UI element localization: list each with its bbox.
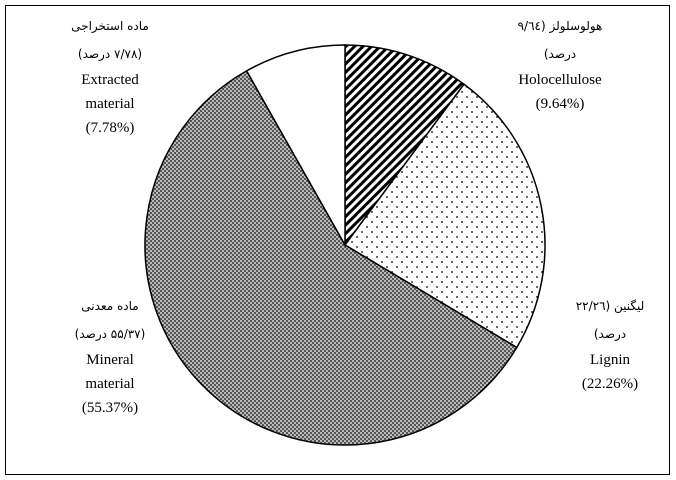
category-label: Extracted material [81, 72, 139, 112]
pie-slice [343, 83, 546, 349]
value-label: (22.26%) [581, 376, 639, 392]
pie-slice [245, 44, 346, 248]
label-fa: ماده استخراجی [71, 19, 149, 33]
category-label: Mineral material [85, 352, 135, 392]
category-label: Lignin [590, 352, 630, 368]
category-label: Holocellulose [518, 72, 602, 88]
label-fa: (۵۵/۳۷ درصد) [74, 327, 146, 341]
label-fa: هولوسلولز (۹/٦٤ [517, 19, 603, 33]
pie-slice [144, 69, 518, 446]
label-fa: ماده معدنی [81, 299, 139, 313]
label-fa: (۷/۷۸ درصد) [77, 47, 143, 61]
value-label: (7.78%) [85, 120, 135, 136]
value-label: (9.64%) [535, 96, 585, 112]
label-fa: لیگنین (۲۲/۲٦ [575, 299, 645, 313]
slice-label: هولوسلولز (۹/٦٤ درصد) Holocellulose (9.64%) [485, 12, 635, 116]
slice-label: ماده معدنی (۵۵/۳۷ درصد) Mineral material (5… [45, 292, 175, 420]
slice-label: ماده استخراجی (۷/۷۸ درصد) Extracted materi… [45, 12, 175, 140]
value-label: (55.37%) [81, 400, 139, 416]
slice-label: لیگنین (۲۲/۲٦ درصد) Lignin (22.26%) [550, 292, 670, 396]
label-fa: درصد) [543, 47, 577, 61]
pie-slice [344, 44, 466, 248]
frame [5, 5, 670, 475]
label-fa: درصد) [593, 327, 627, 341]
